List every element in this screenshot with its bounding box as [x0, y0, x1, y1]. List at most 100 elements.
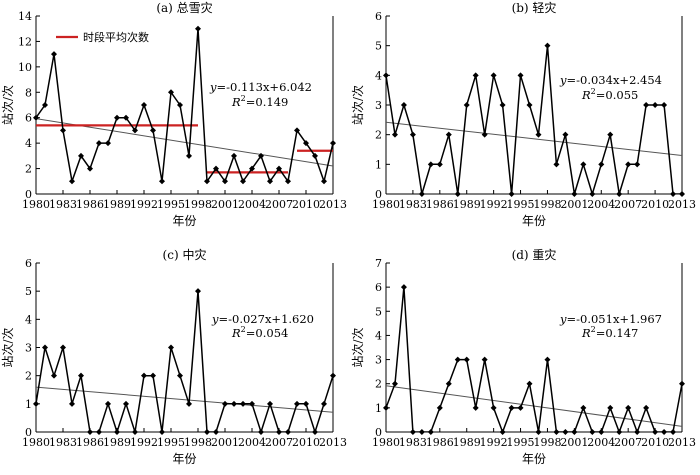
data-point — [114, 114, 120, 121]
data-point — [481, 131, 488, 138]
equation-y-symbol: y — [209, 80, 217, 94]
x-tick-label: 1986 — [76, 198, 104, 211]
data-point — [517, 72, 524, 79]
data-point — [454, 356, 461, 363]
data-point — [427, 161, 434, 168]
data-point — [436, 404, 443, 411]
data-point — [141, 372, 147, 379]
data-point — [132, 127, 138, 134]
data-point — [96, 429, 102, 435]
chart-title: (d) 重灾 — [512, 247, 557, 262]
x-tick-label: 2007 — [265, 198, 293, 211]
trend-line — [36, 386, 333, 413]
x-tick-label: 1995 — [507, 436, 535, 449]
x-tick-label: 2004 — [238, 198, 266, 211]
data-point — [276, 165, 282, 172]
r2-value: =0.149 — [246, 95, 289, 109]
data-point — [42, 102, 48, 108]
data-point — [490, 404, 497, 411]
data-point — [652, 102, 659, 108]
data-point — [123, 400, 129, 407]
x-tick-label: 1980 — [372, 436, 400, 449]
data-point — [249, 165, 255, 172]
data-point — [634, 161, 641, 168]
x-tick-label: 1992 — [130, 198, 158, 211]
x-tick-label: 2001 — [211, 198, 239, 211]
trend-equation: y=-0.034x+2.454 — [559, 73, 662, 87]
data-point — [159, 178, 165, 185]
data-point — [463, 356, 470, 363]
data-point — [643, 102, 650, 108]
y-tick-label: 2 — [375, 129, 382, 142]
trend-equation: y=-0.051x+1.967 — [559, 312, 662, 326]
data-point — [51, 372, 57, 379]
x-tick-label: 1980 — [372, 198, 400, 211]
data-point — [535, 429, 542, 435]
data-point — [490, 72, 497, 79]
y-tick-label: 8 — [25, 86, 32, 99]
data-point — [69, 178, 75, 185]
data-point — [625, 161, 632, 168]
x-tick-label: 2007 — [614, 436, 642, 449]
x-tick-label: 1989 — [103, 198, 131, 211]
data-point — [526, 102, 533, 108]
data-point — [60, 127, 66, 134]
data-point — [231, 400, 237, 407]
data-point — [517, 404, 524, 411]
y-tick-label: 1 — [25, 398, 32, 411]
series-line — [386, 287, 682, 432]
data-point — [625, 404, 632, 411]
x-tick-label: 1980 — [22, 436, 50, 449]
x-tick-label: 2013 — [319, 436, 347, 449]
x-tick-label: 1983 — [399, 198, 427, 211]
y-axis-label: 站次/次 — [1, 327, 15, 367]
data-point — [589, 191, 596, 197]
r2-symbol: R — [581, 326, 591, 340]
y-tick-label: 5 — [375, 40, 382, 53]
series-line — [386, 45, 682, 194]
data-point — [267, 400, 273, 407]
data-point — [643, 404, 650, 411]
data-point — [312, 152, 318, 159]
data-point — [303, 400, 309, 407]
x-tick-label: 2010 — [641, 198, 669, 211]
data-point — [679, 380, 685, 387]
y-tick-label: 4 — [375, 329, 382, 342]
data-point — [436, 161, 443, 168]
trend-line — [36, 118, 333, 167]
y-tick-label: 4 — [375, 69, 382, 82]
data-point — [204, 178, 210, 185]
x-tick-label: 2010 — [641, 436, 669, 449]
series-line — [36, 291, 333, 432]
x-tick-label: 1992 — [480, 436, 508, 449]
chart-title: (a) 总雪灾 — [156, 0, 212, 15]
data-point — [249, 400, 255, 407]
y-tick-label: 3 — [25, 342, 32, 355]
x-tick-label: 2013 — [668, 436, 696, 449]
data-point — [391, 380, 398, 387]
equation-text: =-0.034x+2.454 — [567, 73, 663, 87]
data-point — [661, 429, 668, 435]
data-point — [186, 152, 192, 159]
data-point — [508, 191, 515, 197]
chart-title: (b) 轻灾 — [512, 0, 557, 15]
x-tick-label: 1980 — [22, 198, 50, 211]
x-tick-label: 2004 — [238, 436, 266, 449]
y-tick-label: 0 — [25, 426, 32, 439]
data-point — [445, 380, 452, 387]
data-point — [409, 131, 416, 138]
y-tick-label: 14 — [18, 10, 32, 23]
y-axis-label: 站次/次 — [1, 85, 15, 125]
x-tick-label: 2013 — [319, 198, 347, 211]
data-point — [499, 102, 506, 108]
y-tick-label: 1 — [375, 402, 382, 415]
data-point — [123, 114, 129, 121]
data-point — [652, 429, 659, 435]
data-point — [168, 89, 174, 96]
data-point — [267, 178, 273, 185]
r2-superscript: 2 — [241, 94, 246, 103]
equation-y-symbol: y — [559, 312, 567, 326]
x-axis-label: 年份 — [172, 452, 196, 466]
data-point — [553, 161, 560, 168]
equation-text: =-0.027x+1.620 — [219, 312, 315, 326]
